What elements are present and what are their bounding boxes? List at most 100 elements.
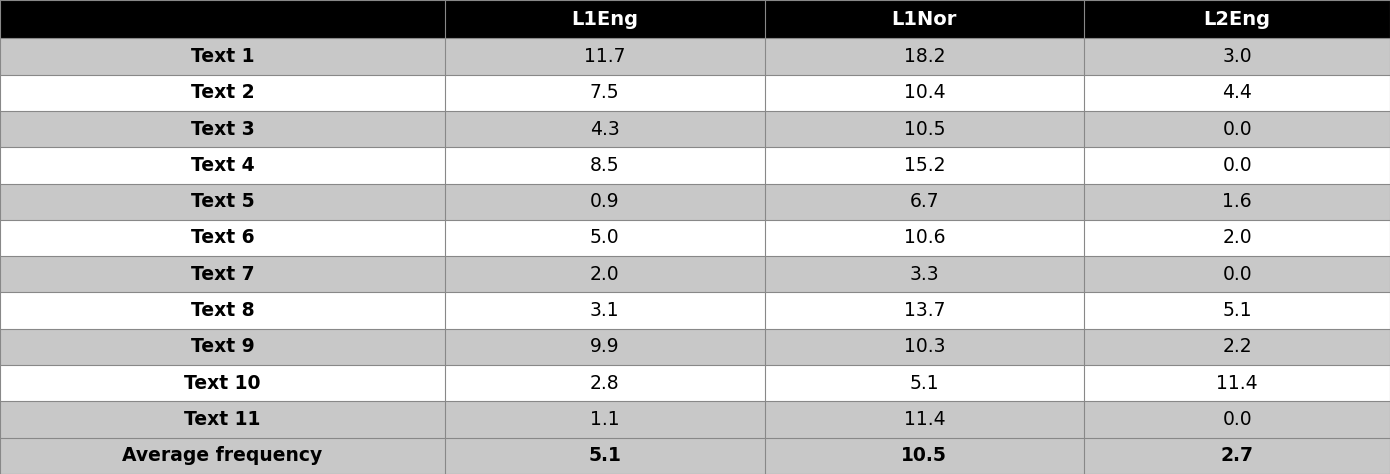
Bar: [765, 38, 1084, 74]
Text: 2.0: 2.0: [1222, 228, 1252, 247]
Bar: [445, 220, 764, 256]
Bar: [0, 329, 445, 365]
Bar: [765, 147, 1084, 183]
Bar: [0, 74, 445, 111]
Bar: [1084, 183, 1390, 220]
Text: 13.7: 13.7: [904, 301, 945, 320]
Bar: [765, 438, 1084, 474]
Text: 0.0: 0.0: [1222, 265, 1252, 284]
Bar: [1084, 329, 1390, 365]
Text: 2.7: 2.7: [1220, 447, 1254, 465]
Text: 1.1: 1.1: [589, 410, 620, 429]
Text: Average frequency: Average frequency: [122, 447, 322, 465]
Bar: [765, 220, 1084, 256]
Text: Text 7: Text 7: [190, 265, 254, 284]
Bar: [0, 365, 445, 401]
Text: 6.7: 6.7: [909, 192, 940, 211]
Bar: [765, 183, 1084, 220]
Bar: [765, 401, 1084, 438]
Text: 11.4: 11.4: [904, 410, 945, 429]
Bar: [0, 256, 445, 292]
Text: 3.1: 3.1: [589, 301, 620, 320]
Bar: [445, 0, 764, 38]
Text: 0.0: 0.0: [1222, 410, 1252, 429]
Text: Text 6: Text 6: [190, 228, 254, 247]
Text: Text 5: Text 5: [190, 192, 254, 211]
Bar: [1084, 256, 1390, 292]
Bar: [0, 438, 445, 474]
Text: 10.4: 10.4: [904, 83, 945, 102]
Text: 0.0: 0.0: [1222, 119, 1252, 138]
Bar: [445, 292, 764, 329]
Bar: [765, 74, 1084, 111]
Text: 10.3: 10.3: [904, 337, 945, 356]
Text: 5.1: 5.1: [588, 447, 621, 465]
Text: 5.1: 5.1: [1222, 301, 1252, 320]
Text: 0.9: 0.9: [589, 192, 620, 211]
Text: L1Nor: L1Nor: [891, 9, 958, 28]
Bar: [765, 256, 1084, 292]
Bar: [445, 256, 764, 292]
Bar: [1084, 438, 1390, 474]
Bar: [1084, 401, 1390, 438]
Bar: [0, 292, 445, 329]
Text: 8.5: 8.5: [589, 156, 620, 175]
Text: 5.1: 5.1: [909, 374, 940, 393]
Bar: [0, 401, 445, 438]
Text: Text 1: Text 1: [190, 47, 254, 66]
Bar: [0, 220, 445, 256]
Bar: [1084, 111, 1390, 147]
Text: 7.5: 7.5: [589, 83, 620, 102]
Bar: [445, 147, 764, 183]
Text: Text 4: Text 4: [190, 156, 254, 175]
Text: 0.0: 0.0: [1222, 156, 1252, 175]
Bar: [445, 329, 764, 365]
Text: 15.2: 15.2: [904, 156, 945, 175]
Bar: [765, 329, 1084, 365]
Bar: [1084, 0, 1390, 38]
Bar: [445, 365, 764, 401]
Bar: [765, 292, 1084, 329]
Bar: [0, 111, 445, 147]
Bar: [765, 365, 1084, 401]
Bar: [1084, 147, 1390, 183]
Bar: [1084, 38, 1390, 74]
Text: Text 8: Text 8: [190, 301, 254, 320]
Bar: [0, 147, 445, 183]
Bar: [765, 0, 1084, 38]
Text: L2Eng: L2Eng: [1204, 9, 1270, 28]
Text: 10.6: 10.6: [904, 228, 945, 247]
Text: 2.2: 2.2: [1222, 337, 1252, 356]
Bar: [445, 438, 764, 474]
Bar: [1084, 220, 1390, 256]
Bar: [445, 111, 764, 147]
Bar: [0, 38, 445, 74]
Text: 11.7: 11.7: [584, 47, 626, 66]
Text: 3.0: 3.0: [1222, 47, 1252, 66]
Text: 18.2: 18.2: [904, 47, 945, 66]
Text: 4.4: 4.4: [1222, 83, 1252, 102]
Text: Text 3: Text 3: [190, 119, 254, 138]
Text: 9.9: 9.9: [589, 337, 620, 356]
Text: 3.3: 3.3: [909, 265, 940, 284]
Bar: [0, 0, 445, 38]
Text: 2.8: 2.8: [589, 374, 620, 393]
Text: Text 9: Text 9: [190, 337, 254, 356]
Bar: [765, 111, 1084, 147]
Text: Text 10: Text 10: [183, 374, 261, 393]
Bar: [445, 38, 764, 74]
Bar: [1084, 365, 1390, 401]
Text: 10.5: 10.5: [901, 447, 948, 465]
Text: 1.6: 1.6: [1222, 192, 1252, 211]
Bar: [445, 183, 764, 220]
Text: 5.0: 5.0: [589, 228, 620, 247]
Text: Text 11: Text 11: [185, 410, 260, 429]
Text: 10.5: 10.5: [904, 119, 945, 138]
Text: 2.0: 2.0: [589, 265, 620, 284]
Text: 11.4: 11.4: [1216, 374, 1258, 393]
Text: 4.3: 4.3: [589, 119, 620, 138]
Bar: [1084, 74, 1390, 111]
Text: L1Eng: L1Eng: [571, 9, 638, 28]
Text: Text 2: Text 2: [190, 83, 254, 102]
Bar: [0, 183, 445, 220]
